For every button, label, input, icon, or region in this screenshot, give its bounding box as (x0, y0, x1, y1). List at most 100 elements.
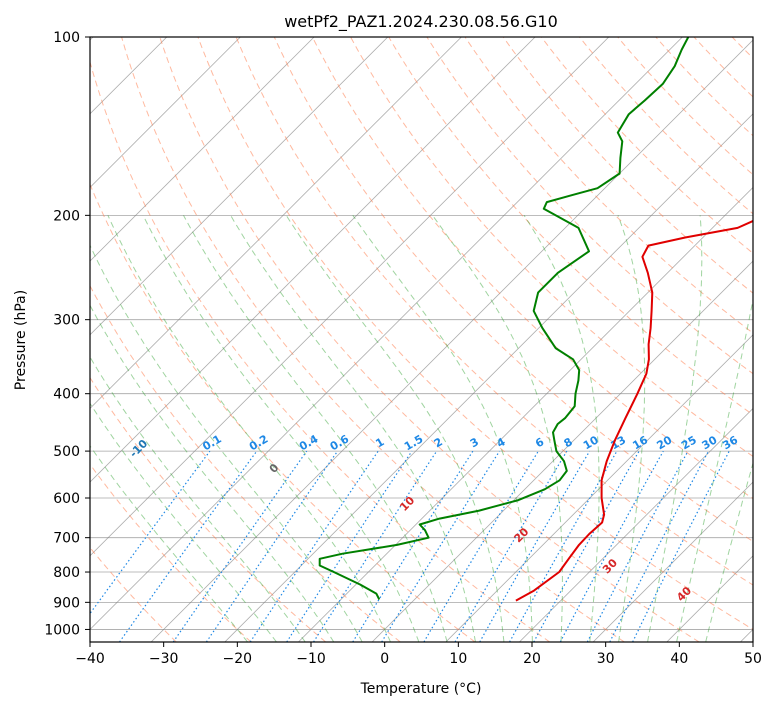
dry-adiabat-line (197, 37, 753, 630)
isotherm-line (150, 39, 753, 642)
mixing-ratio-line (286, 450, 413, 642)
mixing-ratio-label: 3 (468, 435, 481, 450)
mixing-ratio-label: 0.2 (247, 432, 270, 453)
moist-adiabat-line (90, 402, 277, 642)
x-axis-ticks: −40 −30 −20 −10 0 10 20 30 40 50 (75, 642, 762, 667)
isotherm-line (740, 628, 753, 642)
dry-adiabat-line (350, 37, 753, 458)
dry-adiabat-line (693, 37, 753, 98)
dry-adiabats (90, 37, 775, 642)
mixing-ratio-line (90, 450, 211, 615)
dry-adiabat-line (90, 284, 401, 642)
dry-adiabat-line (159, 37, 700, 642)
plot-frame (89, 36, 754, 643)
isotherm-line (90, 37, 241, 188)
dry-adiabat-line (235, 37, 753, 586)
x-tick-label: 50 (744, 651, 762, 667)
mixing-ratio-label: 0.6 (328, 432, 352, 453)
mixing-ratio-label: 6 (533, 435, 546, 450)
moist-adiabat-line (432, 215, 563, 642)
chart-title: wetPf2_PAZ1.2024.230.08.56.G10 (284, 12, 558, 32)
moist-adiabat-line (617, 215, 646, 642)
moist-adiabat-labels: 0 10 20 30 40 (267, 461, 695, 604)
y-tick-label: 800 (53, 565, 80, 581)
mixing-ratio-line (559, 450, 664, 642)
x-tick-label: −40 (75, 651, 105, 667)
dry-adiabat-line (90, 183, 476, 642)
x-tick-label: 30 (597, 651, 615, 667)
y-tick-label: 100 (53, 30, 80, 46)
dry-adiabat-line (770, 37, 775, 642)
isotherm-line (445, 334, 753, 642)
dry-adiabat-label: -20 (45, 404, 68, 427)
x-tick-label: −10 (296, 651, 326, 667)
moist-adiabat-line (647, 215, 703, 642)
isotherm-line (90, 37, 610, 557)
temperature-profile-line (515, 219, 753, 602)
x-tick-label: −20 (223, 651, 253, 667)
skewed-isotherm-gridlines (90, 37, 753, 642)
isotherm-line (90, 37, 683, 630)
mixing-ratio-label: 0.4 (297, 432, 321, 453)
moist-adiabat-line (90, 304, 335, 642)
x-tick-label: −30 (149, 651, 179, 667)
sounding-profiles (318, 37, 753, 602)
mixing-ratio-label: 0.1 (200, 432, 223, 453)
x-axis-label: Temperature (°C) (360, 681, 482, 697)
moist-adiabat-label: 30 (600, 556, 620, 576)
mixing-ratio-label: 16 (630, 433, 650, 452)
dry-adiabat-line (655, 37, 753, 137)
dry-adiabat-label: -10 (127, 437, 150, 460)
y-axis-ticks: 100 200 300 400 500 600 700 800 900 1000 (44, 30, 90, 638)
moist-adiabat-line (107, 215, 391, 642)
moist-adiabats (90, 215, 753, 642)
mixing-ratio-line (533, 450, 640, 642)
mixing-ratio-label: 1 (373, 435, 386, 450)
dry-adiabat-line (90, 376, 327, 642)
mixing-ratio-line (249, 450, 379, 642)
isotherm-line (224, 113, 753, 642)
moist-adiabat-line (523, 215, 600, 642)
dry-adiabat-line (90, 463, 252, 642)
y-tick-label: 200 (53, 208, 80, 224)
isotherm-line (666, 555, 753, 642)
x-tick-label: 20 (523, 651, 541, 667)
y-axis-label: Pressure (hPa) (13, 290, 29, 390)
y-tick-label: 600 (53, 491, 80, 507)
mixing-ratio-line (632, 450, 730, 642)
mixing-ratio-line (509, 450, 618, 642)
dry-adiabat-line (617, 37, 753, 176)
mixing-ratio-label: 4 (494, 435, 507, 450)
y-tick-label: 900 (53, 595, 80, 611)
isotherm-line (90, 37, 462, 409)
mixing-ratio-line (423, 450, 539, 642)
moist-adiabat-label: 0 (267, 461, 282, 476)
moist-adiabat-line (705, 461, 753, 642)
x-tick-label: 40 (670, 651, 688, 667)
isotherm-line (519, 407, 753, 642)
moist-adiabat-line (352, 215, 533, 642)
y-tick-label: 700 (53, 531, 80, 547)
moist-adiabat-label: 20 (511, 525, 531, 545)
moist-adiabat-line (90, 445, 248, 642)
moist-adiabat-line (183, 215, 448, 642)
mixing-ratio-label: 8 (562, 435, 575, 450)
moist-adiabat-label: 10 (397, 494, 417, 514)
moist-adiabat-line (230, 215, 476, 642)
isotherm-line (90, 37, 536, 483)
x-tick-label: 10 (449, 651, 467, 667)
moist-adiabat-line (285, 215, 505, 642)
mixing-ratio-line (119, 450, 258, 642)
mixing-ratio-label: 20 (655, 433, 675, 452)
mixing-ratio-line (381, 450, 501, 642)
moist-adiabat-label: 40 (674, 584, 694, 604)
dry-adiabat-line (121, 37, 625, 642)
moist-adiabat-line (90, 356, 306, 642)
isobar-gridlines (90, 37, 753, 630)
moist-adiabat-line (90, 244, 363, 642)
mixing-ratio-label: 1.5 (402, 432, 425, 453)
mixing-ratio-labels: 0.1 0.2 0.4 0.6 1 1.5 2 3 4 6 8 10 13 16 20 25 30 36 (200, 432, 740, 453)
isotherm-line (90, 37, 315, 262)
dry-adiabat-line (502, 37, 753, 294)
